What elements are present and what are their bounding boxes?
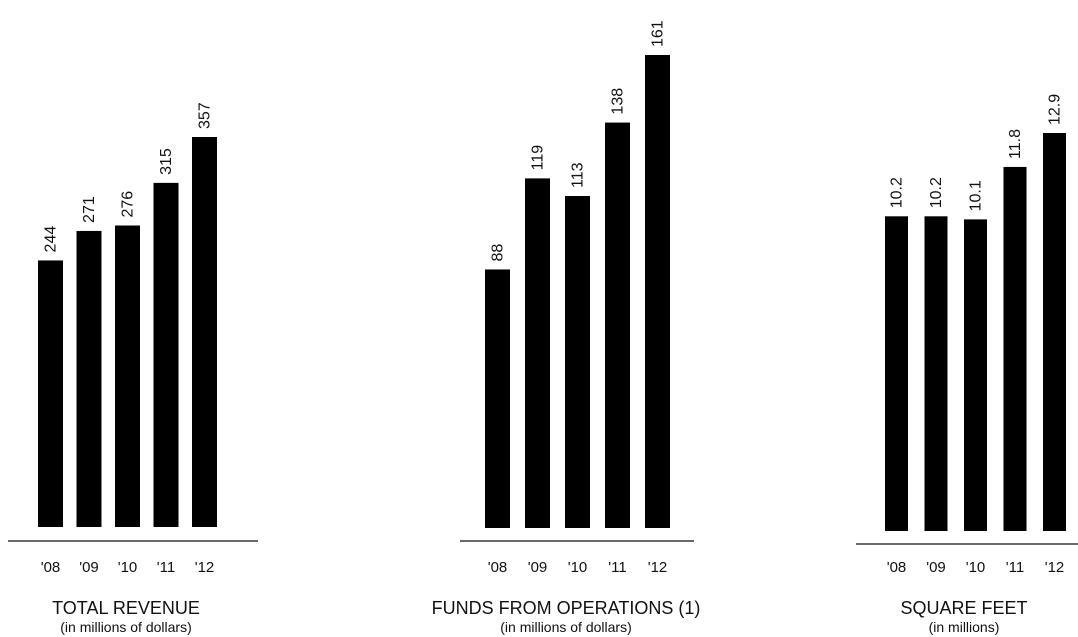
x-tick-label-1: '09 [79, 559, 99, 576]
x-tick-label-0: '08 [887, 559, 907, 576]
value-label-1: 10.2 [928, 177, 945, 208]
value-label-3: 11.8 [1007, 129, 1024, 159]
chart-title: SQUARE FEET [900, 598, 1027, 618]
x-tick-label-2: '10 [118, 559, 138, 576]
bar-1 [924, 216, 948, 532]
bar-3 [153, 182, 179, 527]
bars [485, 55, 670, 529]
value-labels: 10.2 10.2 10.1 11.8 12.9 [889, 94, 1064, 212]
value-label-1: 119 [530, 145, 547, 171]
x-tick-label-2: '10 [568, 559, 588, 576]
bar-2 [964, 219, 987, 531]
chart-title: FUNDS FROM OPERATIONS (1) [432, 598, 701, 618]
value-label-0: 10.2 [889, 177, 906, 208]
value-label-2: 276 [120, 191, 137, 218]
bar-2 [565, 196, 590, 529]
x-tick-labels: '08 '09 '10 '11 '12 [488, 559, 668, 576]
value-labels: 244 271 276 315 357 [43, 102, 214, 252]
x-tick-label-0: '08 [488, 559, 508, 576]
chart-title: TOTAL REVENUE [52, 598, 200, 618]
bars [38, 137, 217, 527]
square-feet-chart: 10.2 10.2 10.1 11.8 12.9 '08 '09 '10 '11 '12 SQU… [856, 94, 1078, 635]
value-label-2: 10.1 [968, 180, 985, 211]
value-label-4: 357 [197, 102, 214, 129]
bars [885, 133, 1066, 532]
value-label-2: 113 [570, 162, 587, 188]
x-tick-label-4: '12 [648, 559, 668, 576]
x-tick-label-1: '09 [926, 559, 946, 576]
x-tick-label-2: '10 [966, 559, 986, 576]
x-tick-label-1: '09 [528, 559, 548, 576]
value-label-3: 315 [158, 148, 175, 175]
bar-1 [76, 230, 102, 527]
x-tick-label-3: '11 [157, 559, 175, 576]
total-revenue-chart: 244 271 276 315 357 '08 '09 '10 '11 '12 TOTAL RE… [8, 102, 258, 635]
value-label-1: 271 [81, 196, 98, 223]
x-tick-labels: '08 '09 '10 '11 '12 [41, 559, 215, 576]
x-tick-label-3: '11 [1006, 559, 1024, 576]
chart-subtitle: (in millions of dollars) [500, 619, 631, 635]
bar-4 [645, 55, 670, 528]
bar-0 [885, 216, 908, 532]
bar-2 [115, 225, 140, 527]
bar-3 [1003, 166, 1027, 531]
x-tick-label-4: '12 [195, 559, 215, 576]
x-tick-label-4: '12 [1045, 559, 1065, 576]
bar-1 [525, 178, 550, 529]
value-labels: 88 119 113 138 161 [490, 20, 667, 261]
value-label-3: 138 [610, 88, 627, 115]
x-tick-label-3: '11 [608, 559, 626, 576]
value-label-0: 244 [43, 226, 60, 253]
bar-4 [1043, 133, 1066, 531]
value-label-0: 88 [490, 244, 507, 262]
bar-0 [485, 269, 510, 528]
chart-subtitle: (in millions of dollars) [60, 619, 191, 635]
value-label-4: 12.9 [1047, 94, 1064, 125]
bar-4 [192, 137, 217, 527]
bar-3 [605, 122, 630, 529]
bar-0 [38, 260, 63, 527]
value-label-4: 161 [650, 20, 667, 47]
x-tick-labels: '08 '09 '10 '11 '12 [887, 559, 1065, 576]
funds-from-operations-chart: 88 119 113 138 161 '08 '09 '10 '11 '12 FUNDS FRO… [432, 20, 701, 635]
chart-subtitle: (in millions) [929, 619, 1000, 635]
x-tick-label-0: '08 [41, 559, 61, 576]
